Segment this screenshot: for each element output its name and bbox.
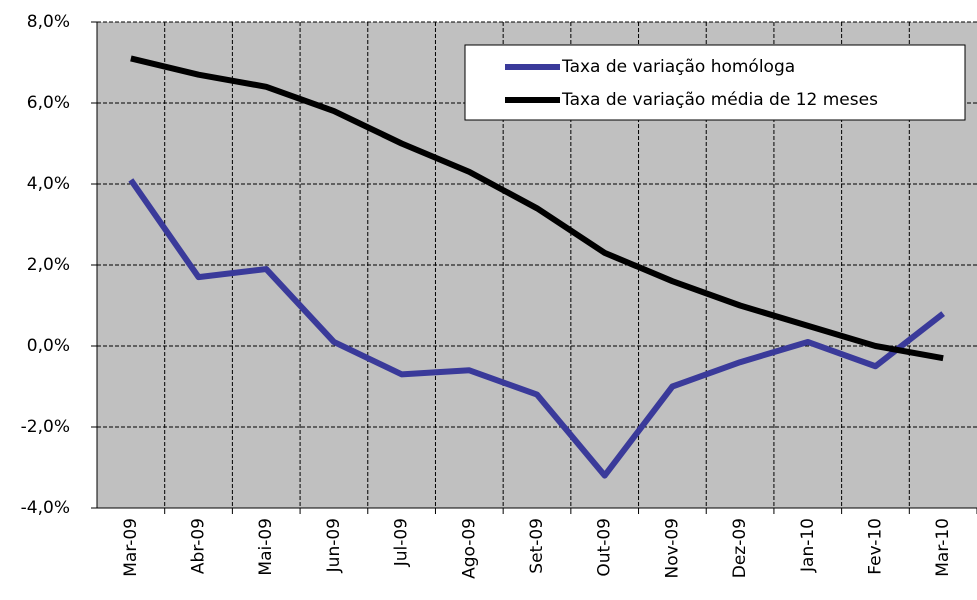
y-tick-label: 4,0% <box>27 174 70 194</box>
x-tick-label: Fev-10 <box>865 518 885 575</box>
y-tick-label: 0,0% <box>27 336 70 356</box>
x-tick-label: Mar-10 <box>933 518 953 577</box>
y-tick-label: -2,0% <box>21 417 70 437</box>
legend-label: Taxa de variação média de 12 meses <box>561 90 878 110</box>
y-tick-label: 2,0% <box>27 255 70 275</box>
x-tick-label: Ago-09 <box>459 518 479 579</box>
y-tick-label: 6,0% <box>27 93 70 113</box>
legend-box <box>464 44 966 121</box>
x-tick-label: Nov-09 <box>662 518 682 579</box>
x-tick-label: Jan-10 <box>798 518 818 573</box>
x-tick-label: Dez-09 <box>730 518 750 578</box>
x-tick-label: Mar-09 <box>121 518 141 577</box>
legend-label: Taxa de variação homóloga <box>561 57 795 77</box>
y-tick-label: 8,0% <box>27 12 70 32</box>
x-tick-label: Out-09 <box>595 518 615 577</box>
series-line <box>130 55 944 362</box>
x-tick-label: Set-09 <box>527 518 547 574</box>
x-tick-label: Jul-09 <box>392 518 412 567</box>
series-line <box>128 178 945 479</box>
x-tick-label: Abr-09 <box>189 518 209 574</box>
x-tick-label: Mai-09 <box>256 518 276 576</box>
x-tick-label: Jun-09 <box>324 518 344 573</box>
y-tick-label: -4,0% <box>21 498 70 518</box>
